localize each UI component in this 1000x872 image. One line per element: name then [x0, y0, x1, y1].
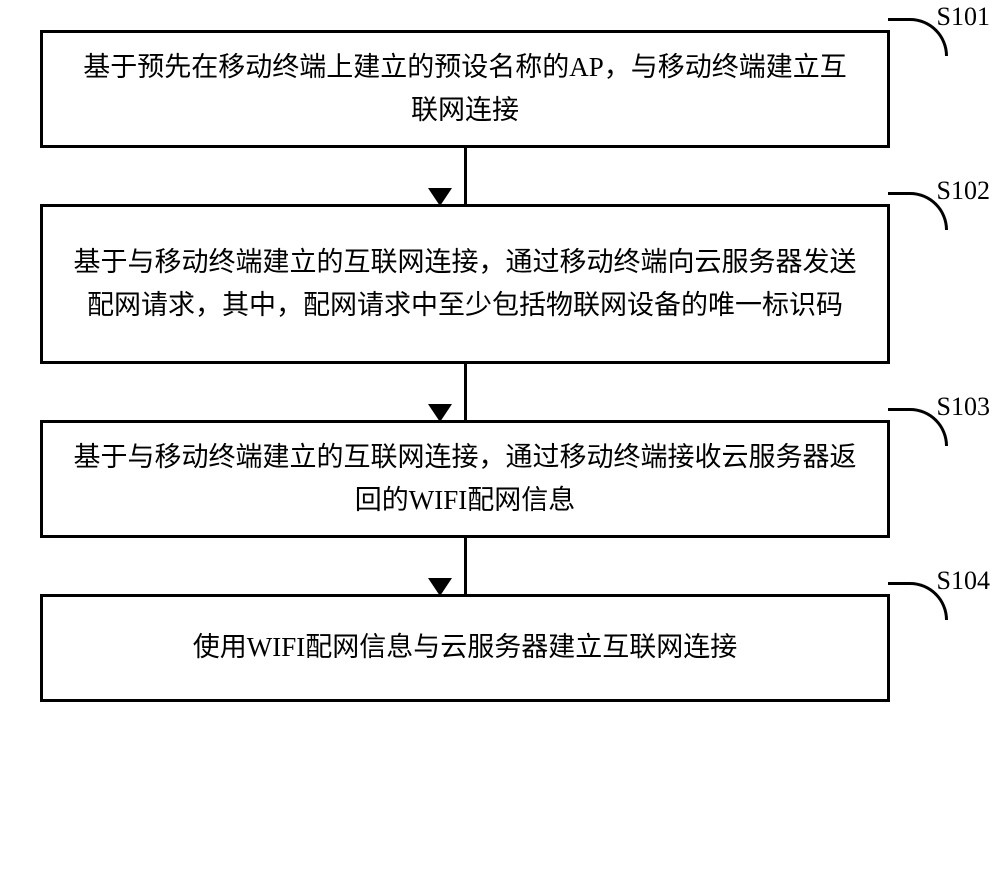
- arrow-2-3: [40, 364, 940, 420]
- step-s103-wrap: S103 基于与移动终端建立的互联网连接，通过移动终端接收云服务器返回的WIFI…: [40, 420, 940, 538]
- step-s102-wrap: S102 基于与移动终端建立的互联网连接，通过移动终端向云服务器发送配网请求，其…: [40, 204, 940, 364]
- step-label-s102: S102: [937, 176, 990, 206]
- arrow-3-4: [40, 538, 940, 594]
- step-label-s101: S101: [937, 2, 990, 32]
- step-s104-wrap: S104 使用WIFI配网信息与云服务器建立互联网连接: [40, 594, 940, 702]
- step-label-s103: S103: [937, 392, 990, 422]
- step-box-s101: 基于预先在移动终端上建立的预设名称的AP，与移动终端建立互联网连接: [40, 30, 890, 148]
- step-text-s104: 使用WIFI配网信息与云服务器建立互联网连接: [193, 626, 737, 669]
- step-text-s102: 基于与移动终端建立的互联网连接，通过移动终端向云服务器发送配网请求，其中，配网请…: [71, 241, 859, 327]
- arrow-1-2: [40, 148, 940, 204]
- step-text-s101: 基于预先在移动终端上建立的预设名称的AP，与移动终端建立互联网连接: [71, 46, 859, 132]
- step-s101-wrap: S101 基于预先在移动终端上建立的预设名称的AP，与移动终端建立互联网连接: [40, 30, 940, 148]
- step-box-s104: 使用WIFI配网信息与云服务器建立互联网连接: [40, 594, 890, 702]
- step-box-s102: 基于与移动终端建立的互联网连接，通过移动终端向云服务器发送配网请求，其中，配网请…: [40, 204, 890, 364]
- step-box-s103: 基于与移动终端建立的互联网连接，通过移动终端接收云服务器返回的WIFI配网信息: [40, 420, 890, 538]
- step-label-s104: S104: [937, 566, 990, 596]
- flowchart-container: S101 基于预先在移动终端上建立的预设名称的AP，与移动终端建立互联网连接 S…: [40, 30, 940, 702]
- step-text-s103: 基于与移动终端建立的互联网连接，通过移动终端接收云服务器返回的WIFI配网信息: [71, 436, 859, 522]
